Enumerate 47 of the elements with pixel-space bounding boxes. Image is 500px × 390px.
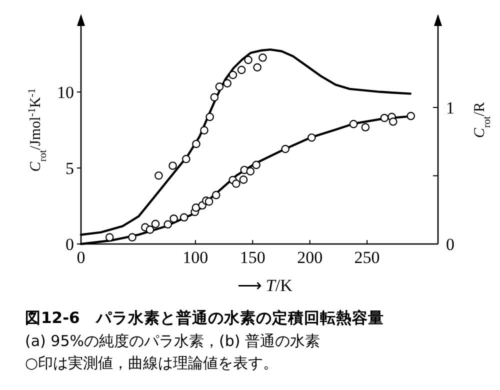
x-tick-label: 150 — [240, 248, 266, 267]
text: 図12-6 パラ水素と普通の水素の定積回転熱容量 — [25, 308, 384, 327]
point — [204, 197, 214, 206]
x-tick-label: 200 — [297, 248, 323, 267]
point — [164, 220, 172, 229]
point — [212, 190, 220, 200]
point — [206, 112, 214, 122]
point — [246, 167, 254, 176]
point — [210, 93, 219, 102]
y2-tick-label: 1 — [446, 98, 454, 118]
point — [308, 133, 316, 142]
point — [349, 120, 358, 128]
point — [180, 213, 188, 222]
point — [228, 70, 238, 80]
point — [361, 123, 370, 132]
point — [182, 154, 190, 164]
point — [244, 56, 252, 64]
point — [258, 54, 267, 62]
point — [105, 233, 114, 242]
text: (a) 95%の純度のパラ水素，(b) 普通の水素 — [25, 332, 320, 350]
point — [200, 126, 208, 134]
point — [151, 220, 160, 228]
point — [192, 140, 200, 148]
point — [215, 82, 224, 91]
point — [168, 162, 177, 170]
y-tick-label: 10 — [57, 83, 74, 102]
y-tick-label: 0 — [66, 235, 74, 254]
x-tick-label: 100 — [182, 248, 208, 267]
point — [406, 112, 416, 120]
point — [281, 144, 290, 154]
point — [239, 176, 248, 184]
point — [223, 79, 232, 88]
point — [253, 63, 262, 72]
point — [146, 226, 154, 234]
point — [380, 114, 389, 122]
point — [170, 214, 178, 223]
x-axis-title: ⟶ T/K — [238, 276, 294, 295]
point — [388, 117, 398, 126]
point — [252, 160, 260, 170]
point — [128, 233, 136, 242]
x-tick-label: 250 — [354, 248, 380, 267]
y2-tick-label: 0 — [446, 235, 454, 254]
point — [154, 171, 163, 180]
text: ○印は実測値，曲線は理論値を表す。 — [25, 354, 278, 372]
point — [237, 66, 246, 74]
point — [232, 180, 240, 188]
y-tick-label: 5 — [66, 159, 74, 178]
